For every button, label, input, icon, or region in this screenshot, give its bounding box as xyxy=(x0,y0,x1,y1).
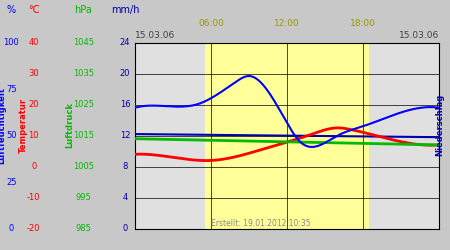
Text: 0: 0 xyxy=(31,162,36,171)
Text: 100: 100 xyxy=(4,38,19,47)
Text: 12:00: 12:00 xyxy=(274,18,300,28)
Text: 50: 50 xyxy=(6,131,17,140)
Text: 12: 12 xyxy=(120,131,130,140)
Text: 15.03.06: 15.03.06 xyxy=(399,31,439,40)
Text: °C: °C xyxy=(28,5,40,15)
Text: Temperatur: Temperatur xyxy=(19,98,28,152)
Text: 30: 30 xyxy=(28,69,39,78)
Text: 1025: 1025 xyxy=(73,100,94,109)
Text: 25: 25 xyxy=(6,178,17,187)
Text: 1015: 1015 xyxy=(73,131,94,140)
Text: 1035: 1035 xyxy=(73,69,94,78)
Text: -20: -20 xyxy=(27,224,40,233)
Text: 8: 8 xyxy=(122,162,128,171)
Text: 1045: 1045 xyxy=(73,38,94,47)
Text: 75: 75 xyxy=(6,84,17,94)
Bar xyxy=(205,42,369,229)
Text: 16: 16 xyxy=(120,100,130,109)
Text: 20: 20 xyxy=(28,100,39,109)
Text: 18:00: 18:00 xyxy=(350,18,376,28)
Text: Luftdruck: Luftdruck xyxy=(65,102,74,148)
Text: Niederschlag: Niederschlag xyxy=(436,94,445,156)
Text: 4: 4 xyxy=(122,193,128,202)
Text: Erstellt: 19.01.2012 10:35: Erstellt: 19.01.2012 10:35 xyxy=(211,218,310,228)
Text: 0: 0 xyxy=(122,224,128,233)
Text: mm/h: mm/h xyxy=(111,5,140,15)
Text: 985: 985 xyxy=(75,224,91,233)
Text: Luftfeuchtigkeit: Luftfeuchtigkeit xyxy=(0,86,7,164)
Text: hPa: hPa xyxy=(74,5,92,15)
Text: 10: 10 xyxy=(28,131,39,140)
Text: 0: 0 xyxy=(9,224,14,233)
Text: 1005: 1005 xyxy=(73,162,94,171)
Text: 995: 995 xyxy=(76,193,91,202)
Text: -10: -10 xyxy=(27,193,40,202)
Text: 06:00: 06:00 xyxy=(198,18,224,28)
Text: 24: 24 xyxy=(120,38,130,47)
Text: 15.03.06: 15.03.06 xyxy=(135,31,175,40)
Text: %: % xyxy=(7,5,16,15)
Text: 40: 40 xyxy=(28,38,39,47)
Text: 20: 20 xyxy=(120,69,130,78)
